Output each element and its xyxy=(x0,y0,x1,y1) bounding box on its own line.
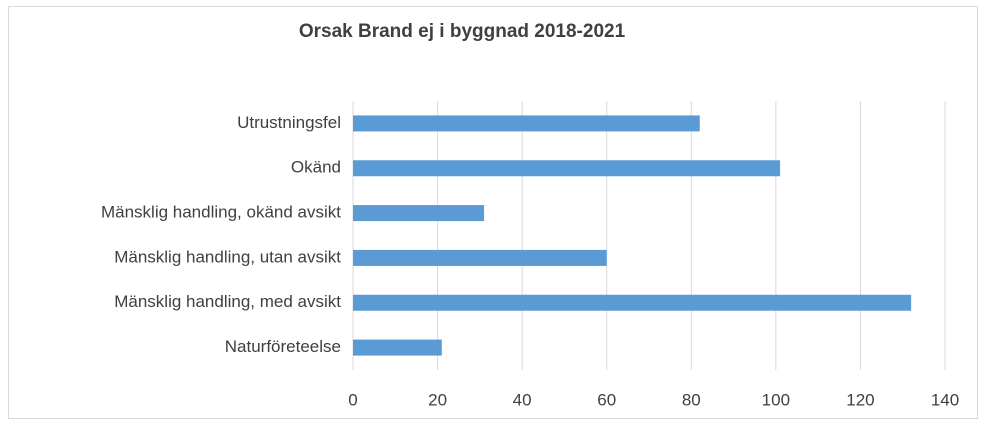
bar xyxy=(353,294,912,311)
bar xyxy=(353,339,442,356)
chart-frame xyxy=(8,6,978,419)
y-tick-label: Mänsklig handling, med avsikt xyxy=(114,292,341,311)
x-tick-label: 60 xyxy=(597,390,616,409)
bar xyxy=(353,205,485,222)
x-tick-label: 140 xyxy=(931,390,959,409)
x-tick-label: 80 xyxy=(682,390,701,409)
bar xyxy=(353,115,700,132)
bar xyxy=(353,160,781,177)
x-tick-label: 20 xyxy=(428,390,447,409)
x-tick-label: 120 xyxy=(846,390,874,409)
x-tick-label: 100 xyxy=(762,390,790,409)
y-tick-label: Utrustningsfel xyxy=(237,113,341,132)
x-tick-label: 40 xyxy=(513,390,532,409)
y-tick-label: Mänsklig handling, utan avsikt xyxy=(114,247,341,266)
x-tick-label: 0 xyxy=(348,390,357,409)
chart-title: Orsak Brand ej i byggnad 2018-2021 xyxy=(299,21,626,42)
bar xyxy=(353,249,607,266)
y-tick-label: Mänsklig handling, okänd avsikt xyxy=(101,203,341,222)
y-tick-label: Okänd xyxy=(291,158,341,177)
y-tick-label: Naturföreteelse xyxy=(225,337,341,356)
